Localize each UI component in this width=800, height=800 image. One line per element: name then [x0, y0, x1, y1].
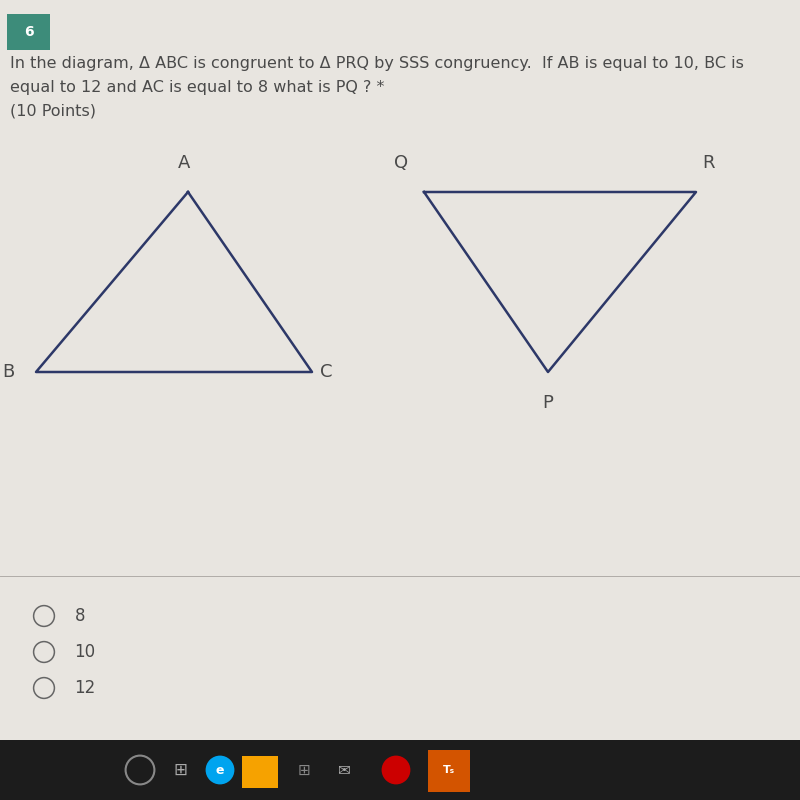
FancyBboxPatch shape: [7, 14, 50, 50]
Text: e: e: [216, 763, 224, 777]
Text: 6: 6: [24, 25, 34, 39]
Text: ⊞: ⊞: [298, 762, 310, 778]
Text: equal to 12 and AC is equal to 8 what is PQ ? *: equal to 12 and AC is equal to 8 what is…: [10, 80, 384, 95]
Text: (10 Points): (10 Points): [10, 104, 96, 119]
Text: A: A: [178, 154, 190, 172]
Circle shape: [206, 755, 234, 784]
Text: In the diagram, Δ ABC is congruent to Δ PRQ by SSS congruency.  If AB is equal t: In the diagram, Δ ABC is congruent to Δ …: [10, 56, 743, 71]
FancyBboxPatch shape: [242, 757, 278, 787]
Text: C: C: [320, 363, 333, 381]
Text: Tₛ: Tₛ: [443, 765, 455, 775]
FancyBboxPatch shape: [428, 750, 470, 792]
Text: P: P: [542, 394, 554, 411]
Text: 8: 8: [74, 607, 85, 625]
Text: B: B: [2, 363, 14, 381]
Text: ⊞: ⊞: [173, 761, 187, 779]
FancyBboxPatch shape: [0, 0, 800, 740]
Text: ✉: ✉: [338, 762, 350, 778]
FancyBboxPatch shape: [0, 740, 800, 800]
Text: 10: 10: [74, 643, 95, 661]
Circle shape: [382, 755, 410, 784]
Text: R: R: [702, 154, 715, 172]
Text: Q: Q: [394, 154, 408, 172]
Text: 12: 12: [74, 679, 96, 697]
